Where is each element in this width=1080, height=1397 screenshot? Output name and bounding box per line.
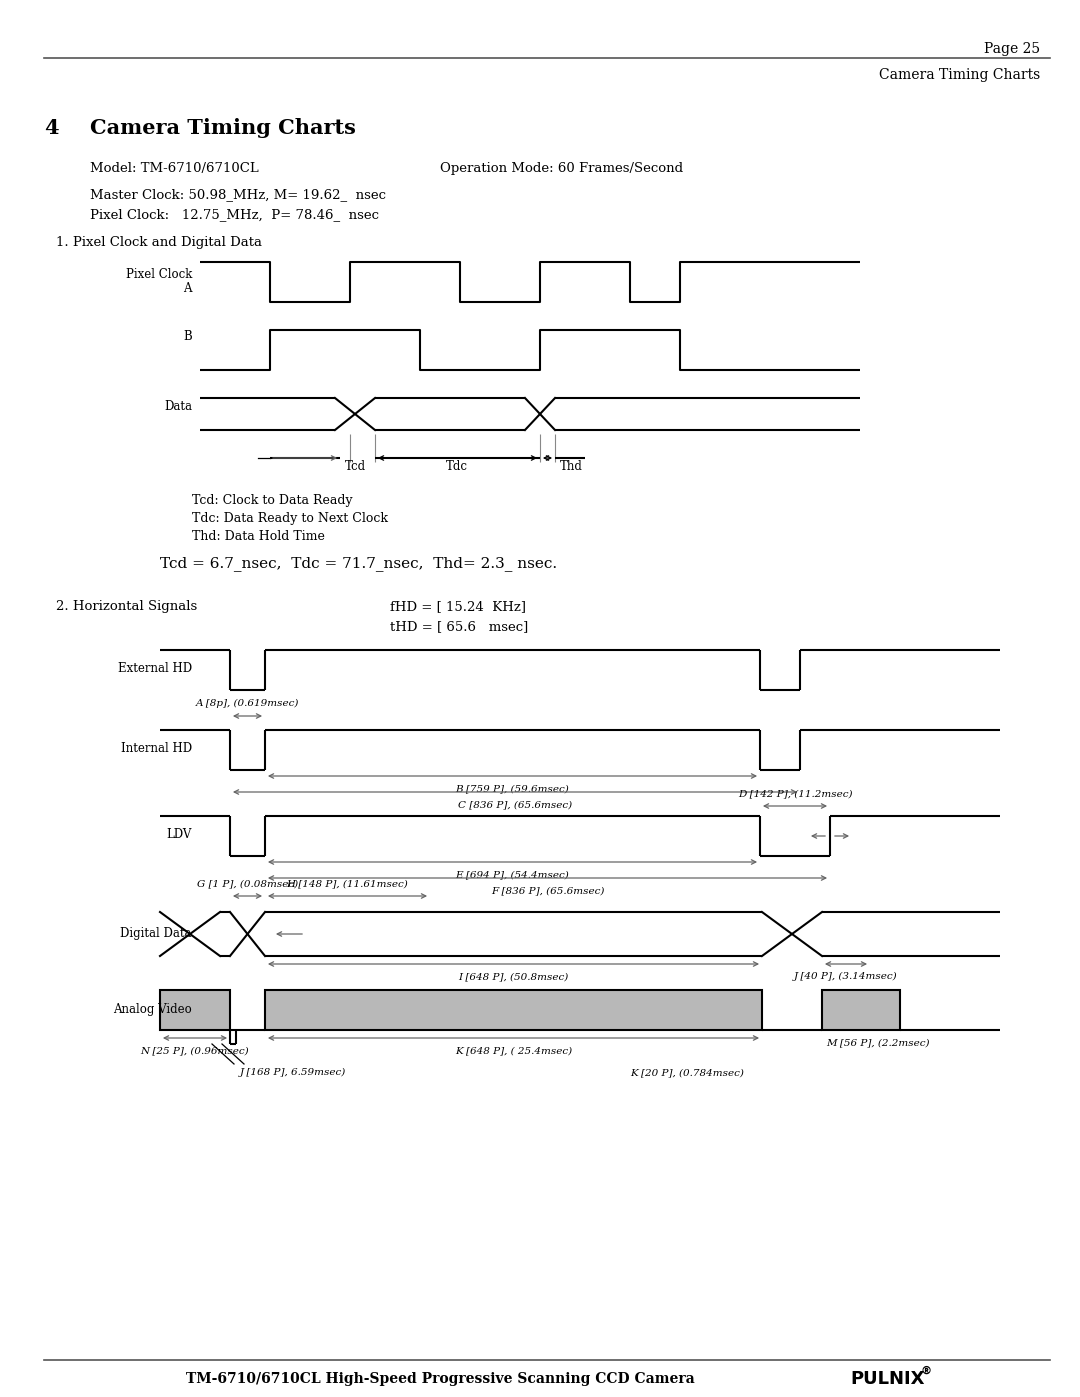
Text: A: A	[184, 282, 192, 295]
Text: 4: 4	[44, 117, 58, 138]
Text: A [8p], (0.619msec): A [8p], (0.619msec)	[195, 698, 299, 708]
Bar	[822, 990, 900, 1030]
Text: TM-6710/6710CL High-Speed Progressive Scanning CCD Camera: TM-6710/6710CL High-Speed Progressive Sc…	[186, 1372, 694, 1386]
Text: I [648 P], (50.8msec): I [648 P], (50.8msec)	[458, 972, 569, 981]
Text: J [168 P], 6.59msec): J [168 P], 6.59msec)	[240, 1067, 347, 1077]
Text: F [836 P], (65.6msec): F [836 P], (65.6msec)	[490, 886, 604, 895]
Text: C [836 P], (65.6msec): C [836 P], (65.6msec)	[458, 800, 572, 809]
Text: Model: TM-6710/6710CL: Model: TM-6710/6710CL	[90, 162, 259, 175]
Text: Tcd = 6.7_nsec,  Tdc = 71.7_nsec,  Thd= 2.3_ nsec.: Tcd = 6.7_nsec, Tdc = 71.7_nsec, Thd= 2.…	[160, 556, 557, 571]
Text: 2. Horizontal Signals: 2. Horizontal Signals	[56, 599, 198, 613]
Text: Tcd: Clock to Data Ready: Tcd: Clock to Data Ready	[192, 495, 353, 507]
Text: fHD = [ 15.24  KHz]: fHD = [ 15.24 KHz]	[390, 599, 526, 613]
Text: H [148 P], (11.61msec): H [148 P], (11.61msec)	[286, 879, 408, 888]
Text: Thd: Data Hold Time: Thd: Data Hold Time	[192, 529, 325, 543]
Text: K [648 P], ( 25.4msec): K [648 P], ( 25.4msec)	[455, 1046, 572, 1055]
Text: G [1 P], (0.08msec): G [1 P], (0.08msec)	[197, 879, 298, 888]
Text: Pixel Clock: Pixel Clock	[125, 268, 192, 281]
Text: Data: Data	[164, 400, 192, 414]
Text: Internal HD: Internal HD	[121, 742, 192, 754]
Text: ®: ®	[920, 1366, 931, 1376]
Text: Tdc: Data Ready to Next Clock: Tdc: Data Ready to Next Clock	[192, 511, 388, 525]
Text: Camera Timing Charts: Camera Timing Charts	[879, 68, 1040, 82]
Text: LDV: LDV	[166, 827, 192, 841]
Text: J [40 P], (3.14msec): J [40 P], (3.14msec)	[794, 972, 897, 981]
Text: tHD = [ 65.6   msec]: tHD = [ 65.6 msec]	[390, 620, 528, 633]
Text: Tdc: Tdc	[446, 460, 468, 474]
Text: E [694 P], (54.4msec): E [694 P], (54.4msec)	[456, 870, 569, 879]
Text: Master Clock: 50.98_MHz, M= 19.62_  nsec: Master Clock: 50.98_MHz, M= 19.62_ nsec	[90, 189, 386, 201]
Text: Digital Data: Digital Data	[121, 928, 192, 940]
Text: Thd: Thd	[561, 460, 583, 474]
Text: Pixel Clock:   12.75_MHz,  P= 78.46_  nsec: Pixel Clock: 12.75_MHz, P= 78.46_ nsec	[90, 208, 379, 221]
Bar	[265, 990, 762, 1030]
Text: 1. Pixel Clock and Digital Data: 1. Pixel Clock and Digital Data	[56, 236, 262, 249]
Text: Camera Timing Charts: Camera Timing Charts	[90, 117, 356, 138]
Text: B: B	[184, 330, 192, 344]
Text: Analog Video: Analog Video	[113, 1003, 192, 1017]
Text: B [759 P], (59.6msec): B [759 P], (59.6msec)	[456, 784, 569, 793]
Text: D [142 P], (11.2msec): D [142 P], (11.2msec)	[738, 789, 852, 798]
Text: K [20 P], (0.784msec): K [20 P], (0.784msec)	[630, 1067, 744, 1077]
Text: N [25 P], (0.96msec): N [25 P], (0.96msec)	[140, 1046, 249, 1055]
Bar	[160, 990, 230, 1030]
Text: M [56 P], (2.2msec): M [56 P], (2.2msec)	[826, 1038, 930, 1046]
Text: Tcd: Tcd	[345, 460, 365, 474]
Text: Operation Mode: 60 Frames/Second: Operation Mode: 60 Frames/Second	[440, 162, 684, 175]
Text: PULNIX: PULNIX	[850, 1370, 924, 1389]
Text: External HD: External HD	[118, 662, 192, 675]
Text: Page 25: Page 25	[984, 42, 1040, 56]
